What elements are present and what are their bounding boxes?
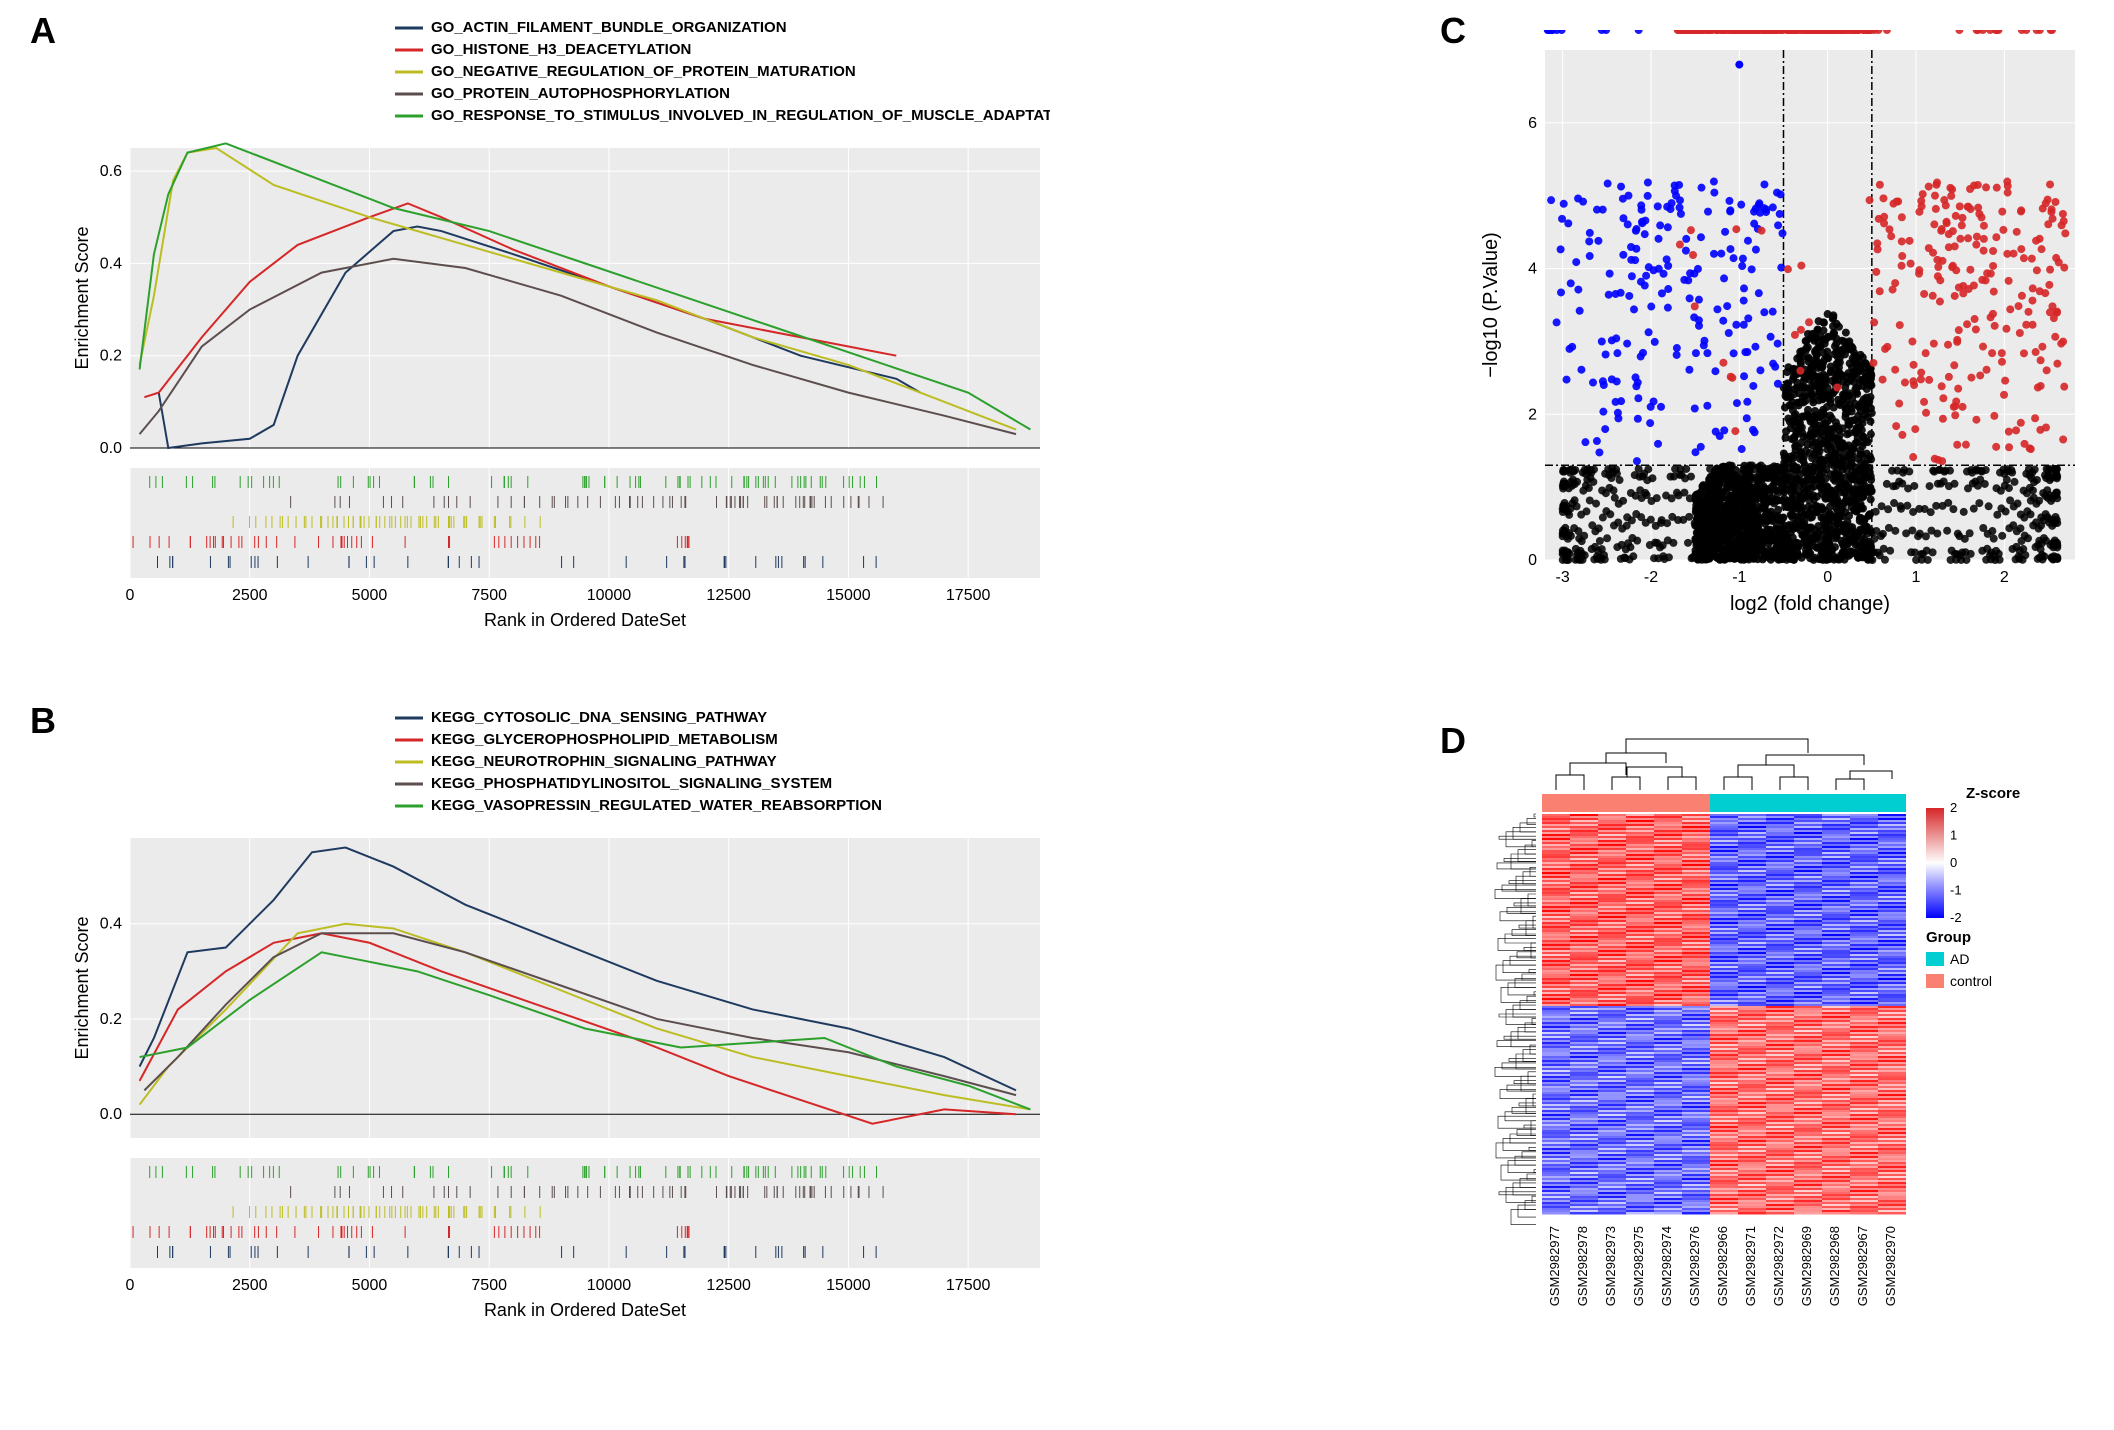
svg-text:GO_ACTIN_FILAMENT_BUNDLE_ORGAN: GO_ACTIN_FILAMENT_BUNDLE_ORGANIZATION [431,20,787,36]
svg-text:15000: 15000 [826,587,871,604]
svg-text:5000: 5000 [352,587,388,604]
svg-text:log2 (fold change): log2 (fold change) [1730,593,1890,615]
svg-text:KEGG_PHOSPHATIDYLINOSITOL_SIGN: KEGG_PHOSPHATIDYLINOSITOL_SIGNALING_SYST… [431,775,832,792]
svg-text:10000: 10000 [587,587,632,604]
svg-text:KEGG_GLYCEROPHOSPHOLIPID_METAB: KEGG_GLYCEROPHOSPHOLIPID_METABOLISM [431,731,778,748]
svg-text:6: 6 [1528,115,1537,132]
svg-text:12500: 12500 [706,1277,751,1294]
svg-text:5000: 5000 [352,1277,388,1294]
svg-text:-3: -3 [1556,569,1570,586]
svg-text:Enrichment Score: Enrichment Score [72,226,92,369]
svg-text:0.6: 0.6 [100,163,122,180]
svg-text:17500: 17500 [946,587,991,604]
svg-text:0: 0 [1823,569,1832,586]
svg-text:0: 0 [1528,552,1537,569]
svg-text:0.0: 0.0 [100,440,122,457]
svg-text:0.4: 0.4 [100,916,122,933]
svg-text:−log10 (P.Value): −log10 (P.Value) [1480,232,1502,377]
svg-text:17500: 17500 [946,1277,991,1294]
svg-text:4: 4 [1528,261,1537,278]
svg-text:GO_HISTONE_H3_DEACETYLATION: GO_HISTONE_H3_DEACETYLATION [431,41,691,58]
svg-text:10000: 10000 [587,1277,632,1294]
svg-text:Enrichment Score: Enrichment Score [72,916,92,1059]
panel-b-label: B [30,700,56,742]
svg-text:Rank in Ordered DateSet: Rank in Ordered DateSet [484,1300,686,1320]
svg-text:KEGG_CYTOSOLIC_DNA_SENSING_PAT: KEGG_CYTOSOLIC_DNA_SENSING_PATHWAY [431,710,767,726]
svg-text:2: 2 [2000,569,2009,586]
svg-text:7500: 7500 [471,1277,507,1294]
svg-text:Rank in Ordered DateSet: Rank in Ordered DateSet [484,610,686,630]
svg-text:KEGG_NEUROTROPHIN_SIGNALING_PA: KEGG_NEUROTROPHIN_SIGNALING_PATHWAY [431,753,777,770]
svg-text:0: 0 [126,1277,135,1294]
svg-text:2: 2 [1528,406,1537,423]
svg-text:GO_PROTEIN_AUTOPHOSPHORYLATION: GO_PROTEIN_AUTOPHOSPHORYLATION [431,85,730,102]
svg-text:0: 0 [126,587,135,604]
svg-text:GO_NEGATIVE_REGULATION_OF_PROT: GO_NEGATIVE_REGULATION_OF_PROTEIN_MATURA… [431,63,856,80]
panel-a-label: A [30,10,56,52]
svg-text:0.2: 0.2 [100,348,122,365]
svg-text:12500: 12500 [706,587,751,604]
svg-text:GO_RESPONSE_TO_STIMULUS_INVOLV: GO_RESPONSE_TO_STIMULUS_INVOLVED_IN_REGU… [431,107,1050,124]
svg-text:7500: 7500 [471,587,507,604]
svg-text:0.0: 0.0 [100,1106,122,1123]
svg-text:-2: -2 [1644,569,1658,586]
svg-text:2500: 2500 [232,1277,268,1294]
panel-b-chart: KEGG_CYTOSOLIC_DNA_SENSING_PATHWAY KEGG_G… [70,710,1050,1360]
panel-d-chart: GSM2982977GSM2982978GSM2982973GSM2982975… [1475,735,2105,1415]
svg-text:15000: 15000 [826,1277,871,1294]
panel-c-label: C [1440,10,1466,52]
svg-text:KEGG_VASOPRESSIN_REGULATED_WAT: KEGG_VASOPRESSIN_REGULATED_WATER_REABSOR… [431,797,882,814]
svg-text:0.2: 0.2 [100,1011,122,1028]
svg-text:2500: 2500 [232,587,268,604]
svg-text:1: 1 [1912,569,1921,586]
panel-c-chart: -3 -2 -1 0 1 2 0 2 4 6 log2 (fold change) −log10 (P… [1475,30,2095,630]
panel-d-label: D [1440,720,1466,762]
svg-text:-1: -1 [1732,569,1746,586]
svg-text:0.4: 0.4 [100,255,122,272]
panel-a-chart: GO_ACTIN_FILAMENT_BUNDLE_ORGANIZATION GO_… [70,20,1050,670]
